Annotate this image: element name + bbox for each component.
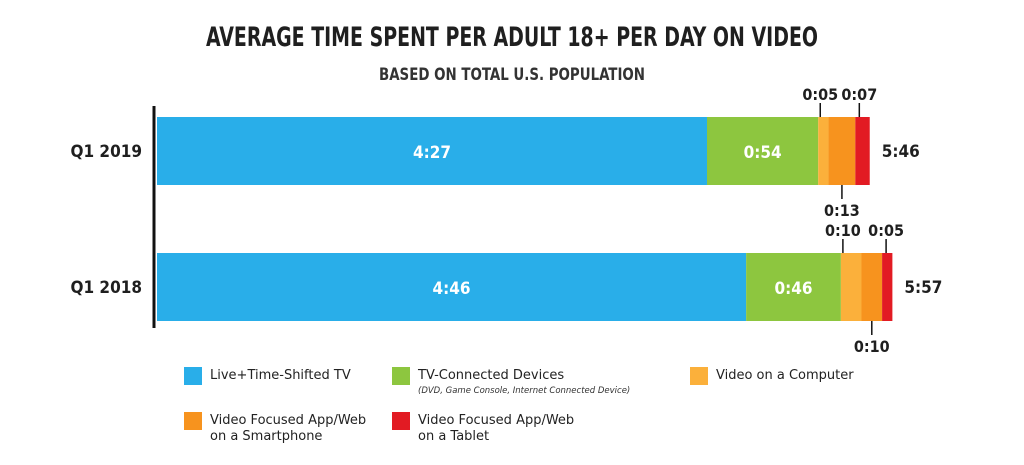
legend-label-line: Live+Time-Shifted TV bbox=[210, 368, 351, 383]
legend-label-video-focused-app-web-on-a-smartphone: Video Focused App/Web on a Smartphone bbox=[210, 413, 366, 444]
legend-swatch-video-on-a-computer bbox=[690, 367, 708, 385]
legend-label-video-on-a-computer: Video on a Computer bbox=[716, 368, 854, 383]
legend-label-line: TV-Connected Devices bbox=[417, 368, 564, 383]
data-label-tv-connected-devices-q1-2018: 0:46 bbox=[774, 279, 812, 299]
data-label-video-focused-app-web-on-a-tablet-q1-2019: 0:07 bbox=[841, 85, 877, 104]
legend-swatch-video-focused-app-web-on-a-tablet bbox=[392, 412, 410, 430]
data-label-live-time-shifted-tv-q1-2019: 4:27 bbox=[413, 143, 451, 163]
legend-swatch-tv-connected-devices bbox=[392, 367, 410, 385]
data-label-video-focused-app-web-on-a-smartphone-q1-2018: 0:10 bbox=[854, 337, 890, 356]
legend-swatch-video-focused-app-web-on-a-smartphone bbox=[184, 412, 202, 430]
bar-segment-video-focused-app-web-on-a-smartphone-q1-2018 bbox=[861, 253, 883, 321]
data-label-video-focused-app-web-on-a-smartphone-q1-2019: 0:13 bbox=[824, 201, 860, 220]
bar-segment-video-on-a-computer-q1-2019 bbox=[818, 117, 829, 185]
bar-segment-tv-connected-devices-q1-2019 bbox=[707, 117, 819, 185]
legend-label-line: on a Smartphone bbox=[210, 429, 322, 444]
bar-segment-video-focused-app-web-on-a-tablet-q1-2019 bbox=[855, 117, 870, 185]
bar-segment-live-time-shifted-tv-q1-2018 bbox=[157, 253, 747, 321]
legend-label-video-focused-app-web-on-a-tablet: Video Focused App/Web on a Tablet bbox=[418, 413, 574, 444]
bar-segment-video-focused-app-web-on-a-smartphone-q1-2019 bbox=[828, 117, 856, 185]
legend-label-line: Video Focused App/Web bbox=[210, 413, 366, 428]
legend-sublabel-tv-connected-devices: (DVD, Game Console, Internet Connected D… bbox=[418, 386, 630, 396]
legend-swatch-live-time-shifted-tv bbox=[184, 367, 202, 385]
legend-label-live-time-shifted-tv: Live+Time-Shifted TV bbox=[210, 368, 351, 383]
data-label-tv-connected-devices-q1-2019: 0:54 bbox=[744, 143, 782, 163]
bar-segment-tv-connected-devices-q1-2018 bbox=[746, 253, 841, 321]
total-label-q1-2019: 5:46 bbox=[882, 142, 920, 162]
chart-subtitle: BASED ON TOTAL U.S. POPULATION bbox=[379, 65, 645, 85]
legend-label-line: Video on a Computer bbox=[716, 368, 854, 383]
data-label-video-focused-app-web-on-a-tablet-q1-2018: 0:05 bbox=[868, 221, 904, 240]
row-label-q1-2019: Q1 2019 bbox=[70, 142, 142, 162]
legend-label-tv-connected-devices: TV-Connected Devices bbox=[417, 368, 564, 383]
data-label-live-time-shifted-tv-q1-2018: 4:46 bbox=[433, 279, 471, 299]
legend-label-line: on a Tablet bbox=[418, 429, 489, 444]
bar-segment-video-focused-app-web-on-a-tablet-q1-2018 bbox=[882, 253, 893, 321]
data-label-video-on-a-computer-q1-2019: 0:05 bbox=[802, 85, 838, 104]
chart-title: AVERAGE TIME SPENT PER ADULT 18+ PER DAY… bbox=[206, 22, 818, 53]
row-label-q1-2018: Q1 2018 bbox=[70, 278, 142, 298]
data-label-video-on-a-computer-q1-2018: 0:10 bbox=[825, 221, 861, 240]
total-label-q1-2018: 5:57 bbox=[904, 278, 942, 298]
bar-segment-live-time-shifted-tv-q1-2019 bbox=[157, 117, 707, 185]
bar-segment-video-on-a-computer-q1-2018 bbox=[840, 253, 862, 321]
legend-label-line: Video Focused App/Web bbox=[418, 413, 574, 428]
